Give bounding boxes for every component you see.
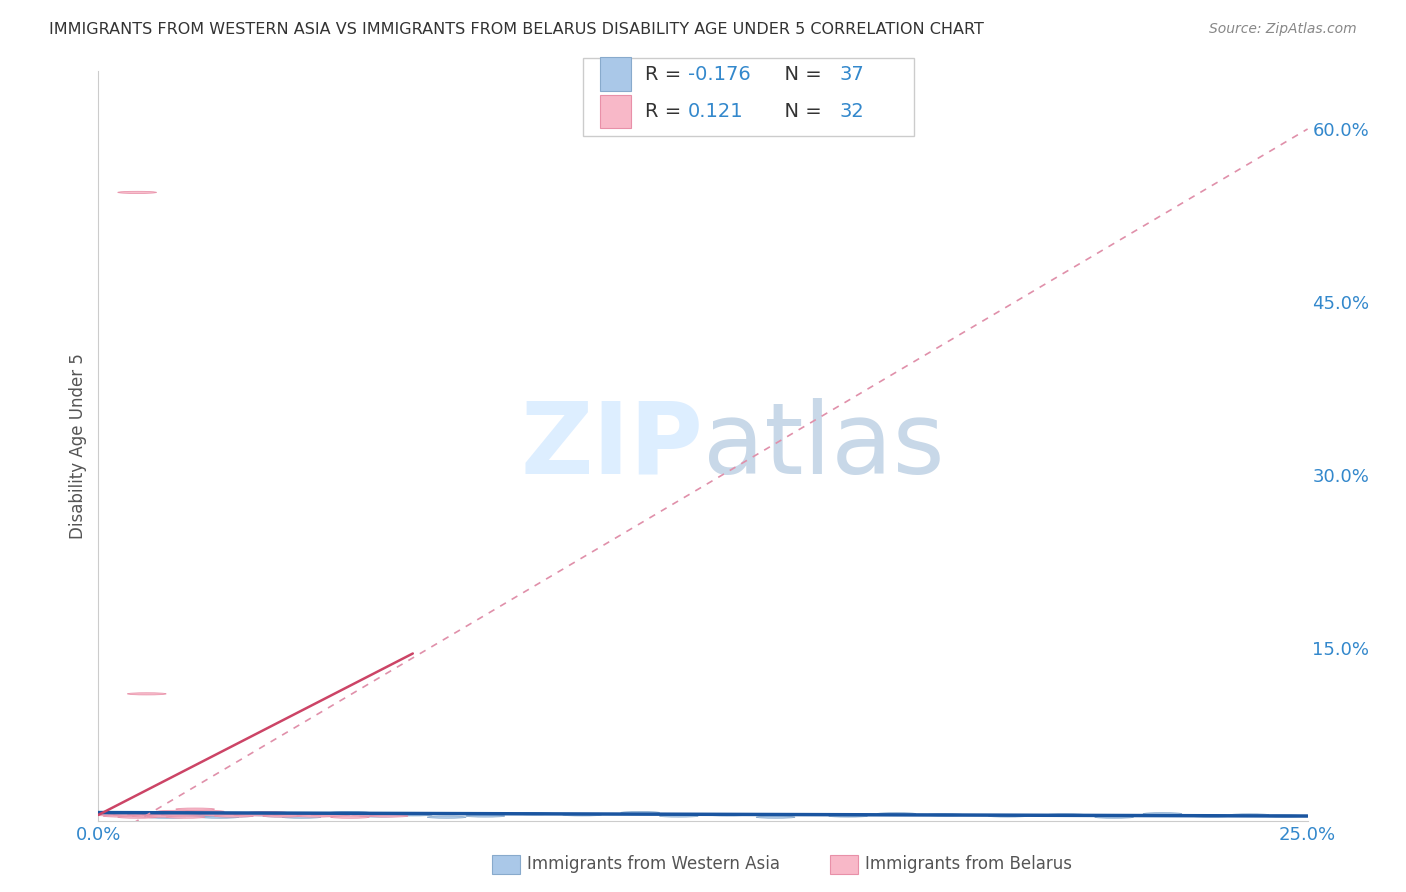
Ellipse shape (311, 814, 350, 816)
Ellipse shape (330, 816, 370, 818)
Ellipse shape (146, 815, 186, 817)
Text: Immigrants from Belarus: Immigrants from Belarus (865, 855, 1071, 873)
Ellipse shape (200, 814, 239, 816)
Ellipse shape (166, 816, 205, 818)
Text: IMMIGRANTS FROM WESTERN ASIA VS IMMIGRANTS FROM BELARUS DISABILITY AGE UNDER 5 C: IMMIGRANTS FROM WESTERN ASIA VS IMMIGRAN… (49, 22, 984, 37)
Ellipse shape (152, 813, 190, 814)
Text: R =: R = (645, 64, 688, 84)
Ellipse shape (263, 815, 301, 817)
Text: -0.176: -0.176 (688, 64, 751, 84)
Ellipse shape (562, 814, 602, 816)
Y-axis label: Disability Age Under 5: Disability Age Under 5 (69, 353, 87, 539)
Ellipse shape (360, 815, 398, 817)
Ellipse shape (118, 815, 156, 817)
Ellipse shape (621, 812, 659, 814)
Ellipse shape (707, 814, 747, 816)
Ellipse shape (176, 808, 215, 810)
Ellipse shape (224, 813, 263, 814)
Ellipse shape (138, 813, 176, 814)
Ellipse shape (132, 815, 172, 817)
Ellipse shape (215, 815, 253, 817)
Ellipse shape (166, 813, 205, 814)
Ellipse shape (176, 815, 215, 817)
Text: ZIP: ZIP (520, 398, 703, 494)
Text: Source: ZipAtlas.com: Source: ZipAtlas.com (1209, 22, 1357, 37)
Ellipse shape (112, 814, 152, 816)
Ellipse shape (370, 815, 408, 817)
Ellipse shape (1046, 814, 1085, 816)
Text: 37: 37 (839, 64, 865, 84)
Ellipse shape (142, 814, 180, 816)
Ellipse shape (162, 814, 200, 816)
Text: 0.121: 0.121 (688, 102, 744, 121)
Ellipse shape (659, 815, 699, 817)
Text: R =: R = (645, 102, 688, 121)
Ellipse shape (988, 815, 1026, 817)
Ellipse shape (394, 814, 432, 816)
Ellipse shape (122, 812, 162, 814)
Ellipse shape (215, 815, 253, 817)
Ellipse shape (156, 814, 195, 816)
Text: N =: N = (772, 102, 828, 121)
Ellipse shape (233, 814, 273, 816)
Ellipse shape (311, 814, 350, 816)
Ellipse shape (828, 815, 868, 817)
Ellipse shape (186, 814, 224, 816)
Ellipse shape (1143, 813, 1182, 814)
Ellipse shape (877, 813, 915, 814)
Text: atlas: atlas (703, 398, 945, 494)
Ellipse shape (925, 814, 965, 816)
Ellipse shape (263, 815, 301, 817)
Ellipse shape (427, 816, 465, 818)
Ellipse shape (128, 814, 166, 816)
Ellipse shape (515, 813, 553, 814)
Ellipse shape (273, 814, 311, 816)
Ellipse shape (1191, 815, 1230, 817)
Text: Immigrants from Western Asia: Immigrants from Western Asia (527, 855, 780, 873)
Ellipse shape (465, 815, 505, 817)
Ellipse shape (283, 816, 321, 818)
Ellipse shape (146, 816, 186, 818)
Ellipse shape (283, 813, 321, 814)
Ellipse shape (108, 813, 146, 814)
Ellipse shape (297, 815, 336, 817)
Ellipse shape (756, 816, 794, 818)
Ellipse shape (1095, 816, 1133, 818)
Text: 32: 32 (839, 102, 865, 121)
Ellipse shape (330, 812, 370, 814)
Ellipse shape (249, 814, 287, 816)
Ellipse shape (1264, 815, 1303, 817)
Text: N =: N = (772, 64, 828, 84)
Ellipse shape (103, 815, 142, 817)
Ellipse shape (138, 815, 176, 817)
Ellipse shape (128, 693, 166, 695)
Ellipse shape (118, 191, 156, 194)
Ellipse shape (118, 816, 156, 818)
Ellipse shape (350, 814, 388, 816)
Ellipse shape (94, 814, 132, 816)
Ellipse shape (186, 810, 224, 813)
Ellipse shape (249, 812, 287, 814)
Ellipse shape (200, 816, 239, 818)
Ellipse shape (156, 810, 195, 813)
Ellipse shape (233, 813, 273, 814)
Ellipse shape (1230, 814, 1268, 816)
Ellipse shape (103, 813, 142, 814)
Ellipse shape (128, 814, 166, 816)
